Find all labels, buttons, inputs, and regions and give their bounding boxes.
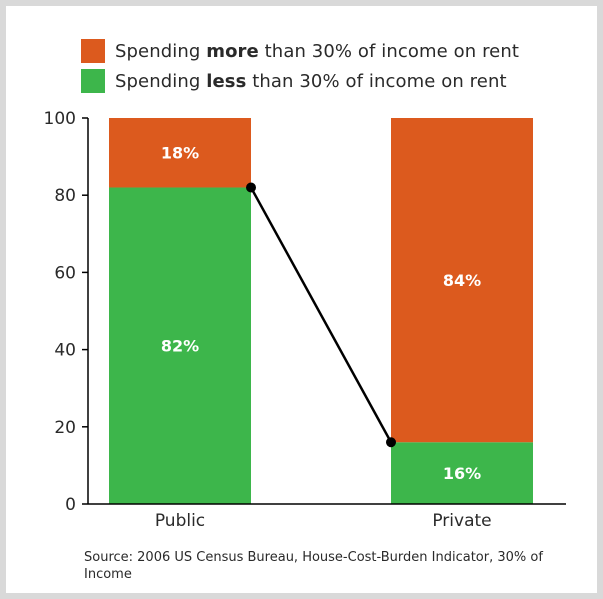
connector-point-private [386, 437, 396, 448]
bar-private-more [391, 118, 533, 443]
bar-private-less [391, 442, 533, 504]
data-label-private-more: 84% [443, 271, 481, 290]
y-tick-label-40: 40 [54, 341, 76, 361]
connector-line [249, 186, 393, 443]
bar-public-more [109, 118, 251, 188]
data-label-public-more: 18% [161, 144, 199, 163]
source-note: Source: 2006 US Census Bureau, House-Cos… [84, 550, 543, 582]
y-tick-label-80: 80 [54, 186, 76, 206]
x-tick-label-public: Public [155, 511, 205, 531]
legend-label-more: Spending more than 30% of income on rent [115, 40, 520, 62]
y-tick-label-0: 0 [65, 495, 76, 515]
legend: Spending more than 30% of income on rent… [81, 39, 519, 99]
legend-item-less: Spending less than 30% of income on rent [81, 69, 519, 93]
x-tick-label-private: Private [432, 511, 491, 531]
data-label-private-less: 16% [443, 464, 481, 483]
connector-point-public [246, 182, 256, 193]
y-tick-label-60: 60 [54, 263, 76, 283]
legend-item-more: Spending more than 30% of income on rent [81, 39, 519, 63]
legend-swatch-less [81, 69, 105, 93]
y-tick-label-100: 100 [44, 109, 76, 129]
legend-swatch-more [81, 39, 105, 63]
legend-label-less: Spending less than 30% of income on rent [115, 70, 507, 92]
bar-public-less [109, 187, 251, 505]
y-tick-label-20: 20 [54, 418, 76, 438]
stacked-bar-chart: 82% 18% 16% 84% 0 20 40 60 80 100 Public Private [44, 109, 566, 531]
data-label-public-less: 82% [161, 337, 199, 356]
